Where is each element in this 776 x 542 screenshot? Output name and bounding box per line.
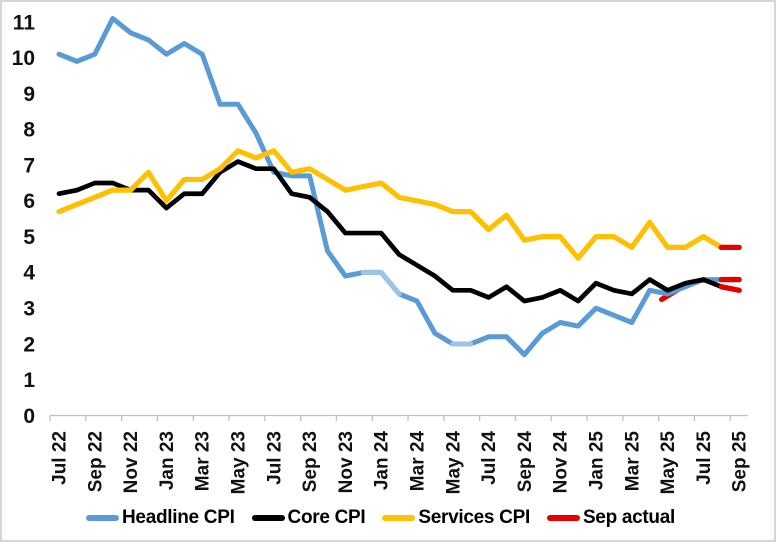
x-tick-label: Jul 25 — [694, 431, 715, 485]
x-tick-label: Mar 25 — [622, 431, 643, 492]
legend-swatch-headline-cpi-icon — [86, 515, 119, 521]
y-tick-label: 10 — [12, 47, 35, 70]
x-tick-label: Jan 23 — [157, 431, 178, 490]
y-tick-label: 7 — [23, 154, 35, 177]
x-tick-label: May 24 — [443, 431, 464, 495]
x-tick-label: May 23 — [229, 431, 250, 494]
y-tick-label: 1 — [23, 369, 35, 392]
x-tick-label: Sep 25 — [730, 431, 751, 493]
x-tick-label: May 25 — [658, 431, 679, 495]
x-tick-label: Mar 23 — [193, 431, 214, 491]
y-tick-label: 4 — [23, 262, 35, 285]
legend-swatch-sep-actual-icon — [546, 515, 580, 521]
y-tick-label: 0 — [23, 405, 35, 428]
y-tick-label: 6 — [23, 190, 35, 213]
sep-actual-segment — [718, 284, 742, 293]
services-cpi-line — [56, 148, 724, 261]
legend-swatch-core-cpi-icon — [251, 515, 285, 521]
legend-swatch-services-cpi-icon — [382, 515, 416, 521]
x-tick-label: Sep 23 — [300, 431, 321, 492]
x-tick-label: Jul 22 — [50, 431, 71, 485]
y-axis-labels: 0 1 2 3 4 5 6 7 8 9 10 11 — [12, 11, 36, 427]
legend-item-core-cpi: Core CPI — [251, 507, 366, 529]
legend-label-core-cpi: Core CPI — [287, 507, 366, 528]
x-tick-label: Nov 24 — [551, 431, 572, 494]
headline-cpi-light-segment — [360, 269, 402, 297]
core-cpi-line — [56, 159, 724, 304]
y-tick-label: 11 — [13, 11, 36, 34]
x-tick-label: Jan 24 — [372, 431, 393, 491]
legend-label-sep-actual: Sep actual — [582, 507, 675, 528]
x-tick-label: Sep 24 — [515, 431, 536, 493]
legend-item-sep-actual: Sep actual — [546, 507, 675, 529]
x-tick-label: Jul 23 — [264, 431, 285, 485]
x-tick-label: Mar 24 — [408, 431, 429, 492]
y-tick-label: 9 — [23, 83, 35, 106]
x-axis-labels: Jul 22 Sep 22 Nov 22 Jan 23 Mar 23 May 23 Jul … — [50, 431, 751, 495]
x-tick-label: Nov 22 — [121, 431, 142, 493]
y-tick-label: 3 — [23, 297, 35, 320]
legend-item-headline-cpi: Headline CPI — [86, 507, 235, 529]
y-tick-label: 8 — [23, 119, 35, 142]
x-tick-label: Jul 24 — [479, 431, 500, 485]
legend-label-headline-cpi: Headline CPI — [122, 507, 235, 528]
x-axis — [49, 414, 749, 421]
legend-label-services-cpi: Services CPI — [418, 507, 530, 528]
x-tick-label: Jan 25 — [587, 431, 608, 491]
chart-legend: Headline CPI Core CPI Services CPI Sep a… — [2, 499, 774, 537]
y-tick-label: 5 — [23, 226, 35, 249]
legend-item-services-cpi: Services CPI — [382, 507, 530, 529]
x-tick-label: Nov 23 — [336, 431, 357, 493]
x-tick-label: Sep 22 — [85, 431, 106, 492]
y-tick-label: 2 — [23, 333, 35, 356]
